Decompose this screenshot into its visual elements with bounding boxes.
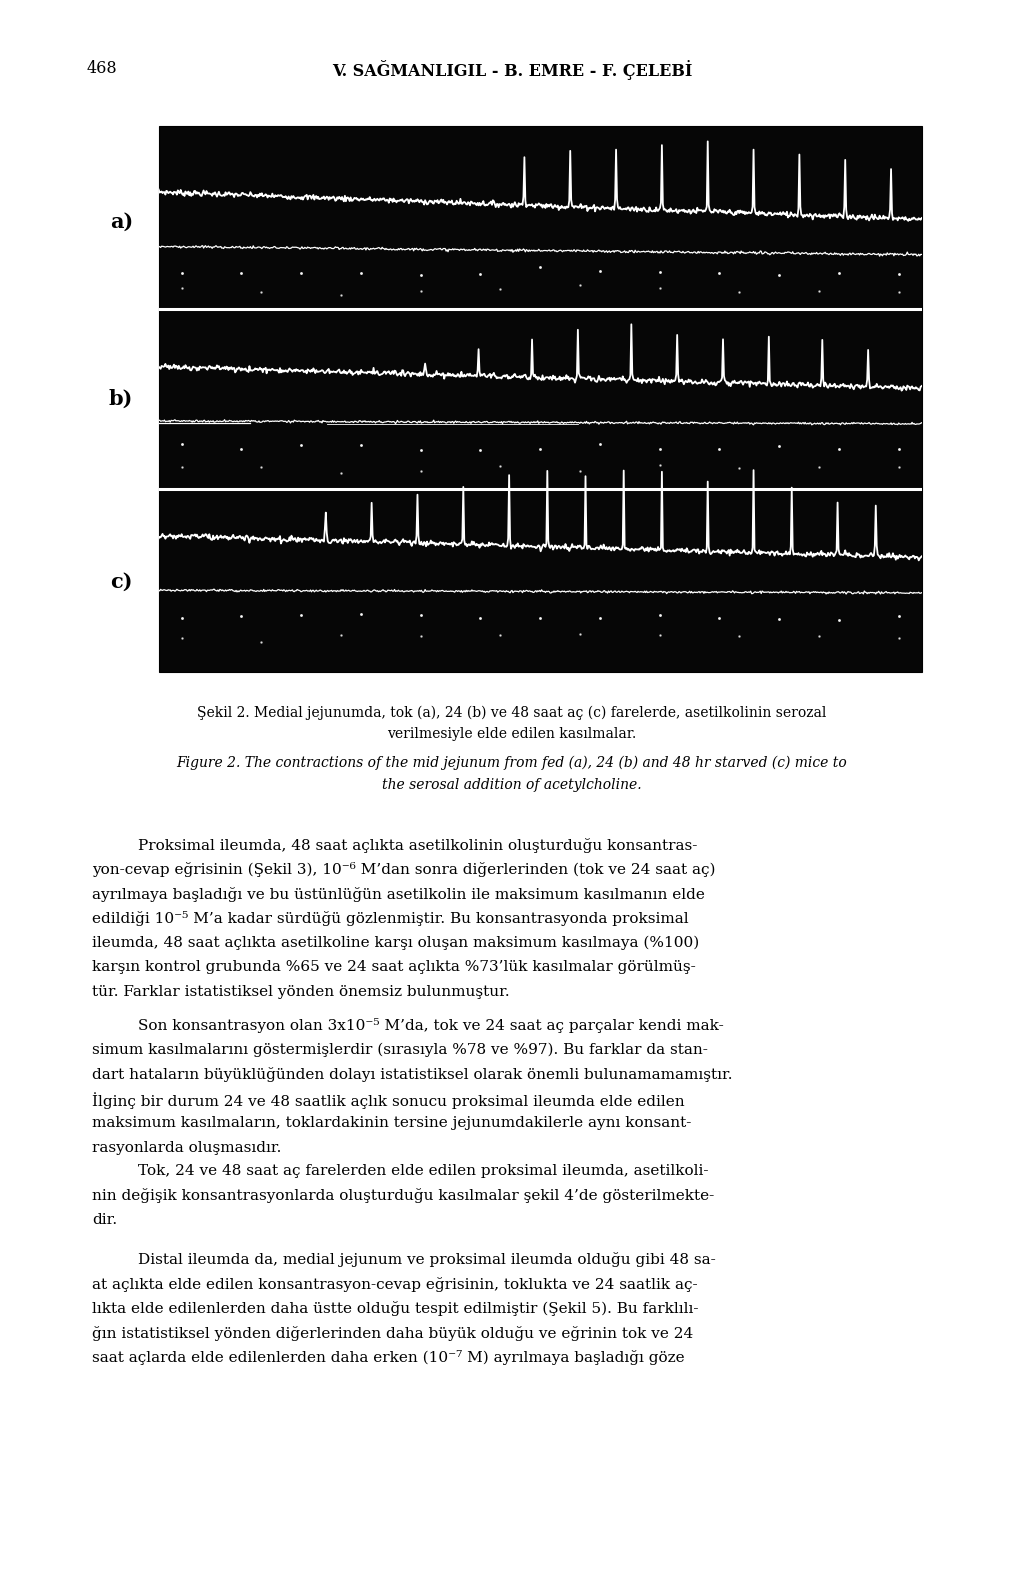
- Text: V. SAĞMANLIGIL - B. EMRE - F. ÇELEBİ: V. SAĞMANLIGIL - B. EMRE - F. ÇELEBİ: [332, 60, 692, 81]
- Text: maksimum kasılmaların, toklardakinin tersine jejunumdakilerle aynı konsant-: maksimum kasılmaların, toklardakinin ter…: [92, 1116, 691, 1130]
- Text: karşın kontrol grubunda %65 ve 24 saat açlıkta %73’lük kasılmalar görülmüş-: karşın kontrol grubunda %65 ve 24 saat a…: [92, 961, 696, 974]
- Text: ileumda, 48 saat açlıkta asetilkoline karşı oluşan maksimum kasılmaya (%100): ileumda, 48 saat açlıkta asetilkoline ka…: [92, 936, 699, 950]
- Text: dart hataların büyüklüğünden dolayı istatistiksel olarak önemli bulunamamamıştır: dart hataların büyüklüğünden dolayı ista…: [92, 1067, 732, 1081]
- Bar: [159, 126, 922, 672]
- Text: Son konsantrasyon olan 3x10⁻⁵ M’da, tok ve 24 saat aç parçalar kendi mak-: Son konsantrasyon olan 3x10⁻⁵ M’da, tok …: [138, 1018, 724, 1032]
- Text: Şekil 2. Medial jejunumda, tok (a), 24 (b) ve 48 saat aç (c) farelerde, asetilko: Şekil 2. Medial jejunumda, tok (a), 24 (…: [198, 705, 826, 721]
- Text: saat açlarda elde edilenlerden daha erken (10⁻⁷ M) ayrılmaya başladığı göze: saat açlarda elde edilenlerden daha erke…: [92, 1350, 685, 1364]
- Text: rasyonlarda oluşmasıdır.: rasyonlarda oluşmasıdır.: [92, 1141, 282, 1154]
- Text: Distal ileumda da, medial jejunum ve proksimal ileumda olduğu gibi 48 sa-: Distal ileumda da, medial jejunum ve pro…: [138, 1252, 716, 1266]
- Text: ayrılmaya başladığı ve bu üstünlüğün asetilkolin ile maksimum kasılmanın elde: ayrılmaya başladığı ve bu üstünlüğün ase…: [92, 887, 706, 901]
- Text: Figure 2. The contractions of the mid jejunum from fed (a), 24 (b) and 48 hr sta: Figure 2. The contractions of the mid je…: [176, 756, 848, 770]
- Text: b): b): [109, 389, 133, 409]
- Text: 468: 468: [87, 60, 118, 77]
- Text: Proksimal ileumda, 48 saat açlıkta asetilkolinin oluşturduğu konsantras-: Proksimal ileumda, 48 saat açlıkta aseti…: [138, 838, 697, 852]
- Text: ğın istatistiksel yönden diğerlerinden daha büyük olduğu ve eğrinin tok ve 24: ğın istatistiksel yönden diğerlerinden d…: [92, 1325, 693, 1341]
- Text: verilmesiyle elde edilen kasılmalar.: verilmesiyle elde edilen kasılmalar.: [387, 727, 637, 741]
- Text: lıkta elde edilenlerden daha üstte olduğu tespit edilmiştir (Şekil 5). Bu farklı: lıkta elde edilenlerden daha üstte olduğ…: [92, 1301, 698, 1315]
- Text: Tok, 24 ve 48 saat aç farelerden elde edilen proksimal ileumda, asetilkoli-: Tok, 24 ve 48 saat aç farelerden elde ed…: [138, 1164, 709, 1178]
- Text: c): c): [111, 572, 133, 591]
- Text: dir.: dir.: [92, 1213, 118, 1227]
- Text: edildiği 10⁻⁵ M’a kadar sürdüğü gözlenmiştir. Bu konsantrasyonda proksimal: edildiği 10⁻⁵ M’a kadar sürdüğü gözlenmi…: [92, 911, 689, 926]
- Text: simum kasılmalarını göstermişlerdir (sırasıyla %78 ve %97). Bu farklar da stan-: simum kasılmalarını göstermişlerdir (sır…: [92, 1043, 708, 1058]
- Text: a): a): [110, 212, 133, 232]
- Text: tür. Farklar istatistiksel yönden önemsiz bulunmuştur.: tür. Farklar istatistiksel yönden önemsi…: [92, 985, 510, 999]
- Text: yon-cevap eğrisinin (Şekil 3), 10⁻⁶ M’dan sonra diğerlerinden (tok ve 24 saat aç: yon-cevap eğrisinin (Şekil 3), 10⁻⁶ M’da…: [92, 863, 716, 877]
- Text: at açlıkta elde edilen konsantrasyon-cevap eğrisinin, toklukta ve 24 saatlik aç-: at açlıkta elde edilen konsantrasyon-cev…: [92, 1277, 697, 1292]
- Text: nin değişik konsantrasyonlarda oluşturduğu kasılmalar şekil 4’de gösterilmekte-: nin değişik konsantrasyonlarda oluşturdu…: [92, 1189, 715, 1203]
- Text: İlginç bir durum 24 ve 48 saatlik açlık sonucu proksimal ileumda elde edilen: İlginç bir durum 24 ve 48 saatlik açlık …: [92, 1091, 685, 1108]
- Text: the serosal addition of acetylcholine.: the serosal addition of acetylcholine.: [382, 778, 642, 792]
